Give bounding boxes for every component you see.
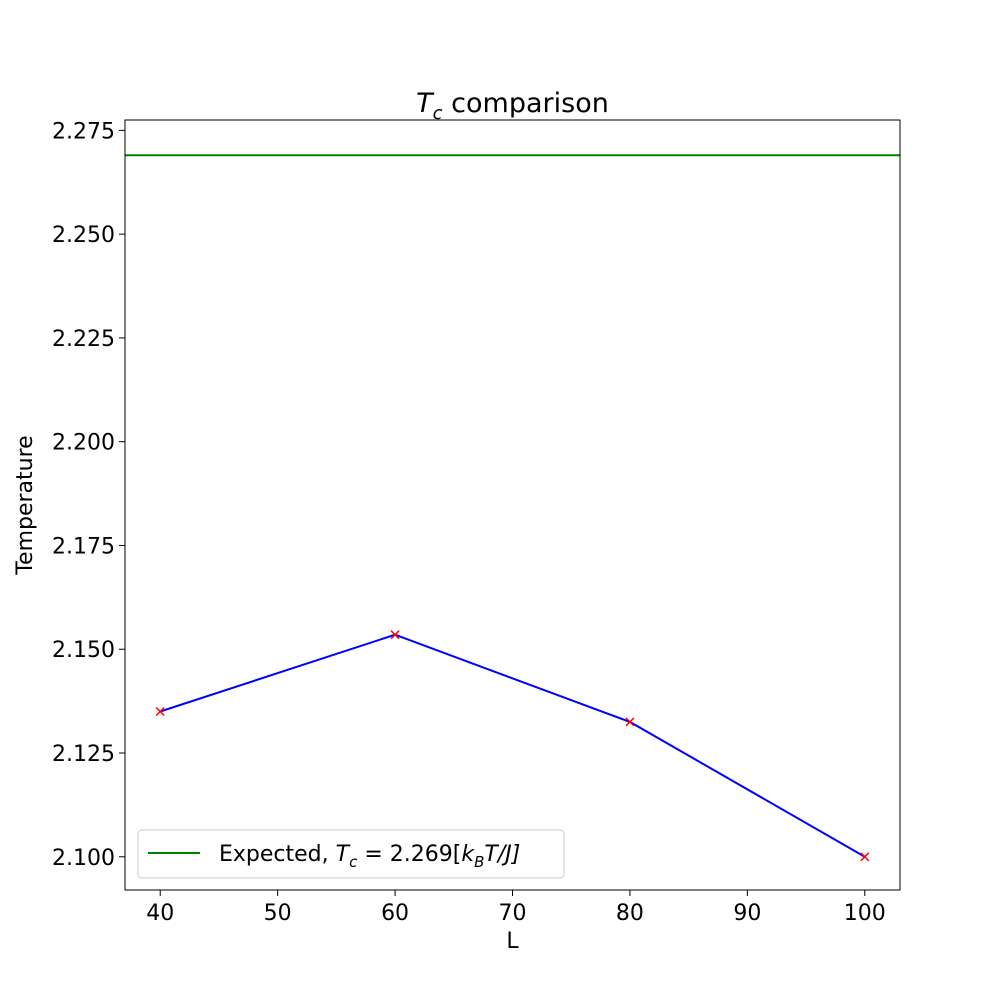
- x-tick-label: 40: [146, 901, 174, 926]
- legend-label: Expected, Tc = 2.269[kBT/J]: [219, 842, 520, 871]
- title-symbol: T: [416, 88, 435, 119]
- x-tick-label: 60: [381, 901, 409, 926]
- y-tick-label: 2.100: [52, 846, 115, 871]
- y-tick-label: 2.200: [52, 431, 115, 456]
- series-lines: [159, 633, 866, 858]
- y-tick-label: 2.250: [52, 223, 115, 248]
- title-text: comparison: [451, 88, 609, 119]
- x-tick-label: 90: [733, 901, 761, 926]
- y-axis-ticks: 2.100 2.125 2.150 2.175 2.200 2.225 2.250 2.275: [52, 119, 125, 871]
- y-tick-label: 2.150: [52, 638, 115, 663]
- y-tick-label: 2.175: [52, 534, 115, 559]
- x-tick-label: 70: [499, 901, 527, 926]
- chart-title: Tc comparison: [416, 88, 609, 124]
- legend-prefix: Expected,: [219, 842, 336, 867]
- legend: Expected, Tc = 2.269[kBT/J]: [137, 829, 565, 879]
- y-tick-label: 2.275: [52, 119, 115, 144]
- data-point-marker: [860, 852, 870, 862]
- legend-symbol: T: [336, 842, 351, 867]
- x-axis-title: L: [506, 929, 519, 954]
- data-point-marker: [625, 717, 635, 727]
- legend-box: [137, 829, 565, 879]
- y-tick-label: 2.225: [52, 327, 115, 352]
- legend-tail: T/J]: [484, 842, 520, 867]
- plot-background: [125, 120, 900, 890]
- legend-symbol-subscript: c: [349, 853, 358, 871]
- data-point-marker: [390, 630, 400, 640]
- series-markers: [155, 630, 870, 862]
- data-point-marker: [155, 706, 165, 717]
- x-tick-label: 50: [264, 901, 292, 926]
- legend-k-subscript: B: [474, 853, 484, 871]
- series-line: [159, 633, 866, 858]
- title-symbol-subscript: c: [433, 103, 443, 124]
- x-axis-ticks: 40 50 60 70 80 90 100: [146, 890, 886, 926]
- legend-equals: = 2.269[: [357, 842, 461, 867]
- x-tick-label: 100: [844, 901, 886, 926]
- x-tick-label: 80: [616, 901, 644, 926]
- y-tick-label: 2.125: [52, 742, 115, 767]
- title-text-space: [443, 88, 452, 119]
- legend-k: k: [461, 842, 475, 867]
- y-axis-title: Temperature: [13, 435, 38, 575]
